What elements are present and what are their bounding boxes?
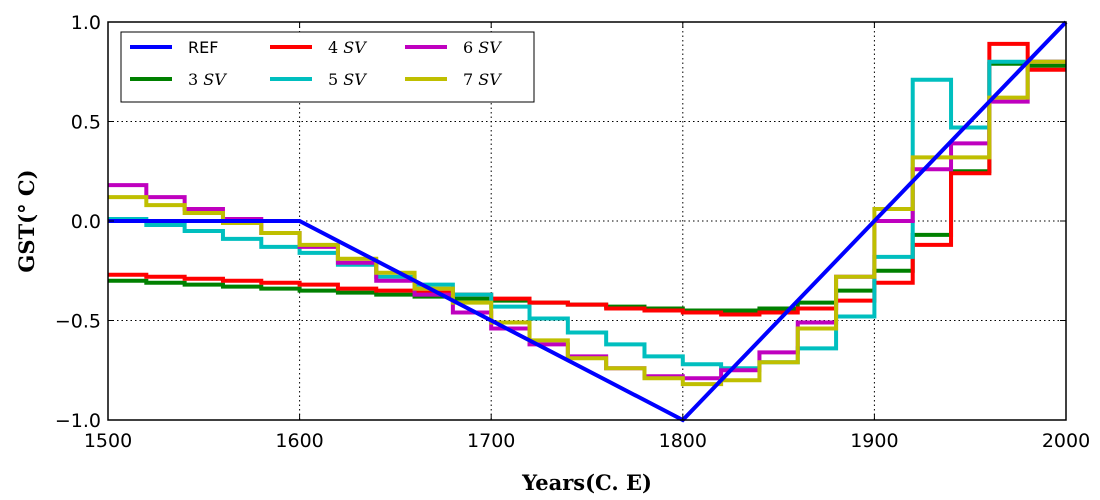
y-tick-label: −0.5: [55, 311, 101, 333]
legend-label-6-sv: 6 SV: [463, 38, 502, 57]
legend-label-7-sv: 7 SV: [463, 70, 502, 89]
legend-label-3-sv: 3 SV: [188, 70, 227, 89]
legend-unit: SV: [478, 38, 502, 57]
legend-unit: SV: [203, 70, 227, 89]
legend-number: 6: [463, 38, 478, 57]
y-axis-title: GST(° C): [14, 169, 39, 272]
y-tick-label: −1.0: [55, 410, 101, 432]
x-tick-label: 1800: [659, 430, 707, 452]
legend-label-ref: REF: [188, 38, 218, 57]
x-tick-label: 1900: [850, 430, 898, 452]
legend-unit: SV: [343, 38, 367, 57]
y-tick-label: 1.0: [71, 12, 101, 34]
legend-number: 7: [463, 70, 478, 89]
series-line-5-sv: [108, 62, 1066, 368]
x-tick-label: 1500: [84, 430, 132, 452]
legend-number: 5: [328, 70, 343, 89]
legend-number: 3: [188, 70, 203, 89]
x-tick-label: 1600: [275, 430, 323, 452]
x-tick-label: 1700: [467, 430, 515, 452]
legend-unit: SV: [343, 70, 367, 89]
x-tick-label: 2000: [1042, 430, 1090, 452]
legend-label-5-sv: 5 SV: [328, 70, 367, 89]
legend-label-4-sv: 4 SV: [328, 38, 367, 57]
legend-number: 4: [328, 38, 343, 57]
x-axis-title: Years(C. E): [521, 470, 652, 495]
legend-unit: SV: [478, 70, 502, 89]
y-tick-label: 0.0: [71, 211, 101, 233]
y-tick-label: 0.5: [71, 112, 101, 134]
